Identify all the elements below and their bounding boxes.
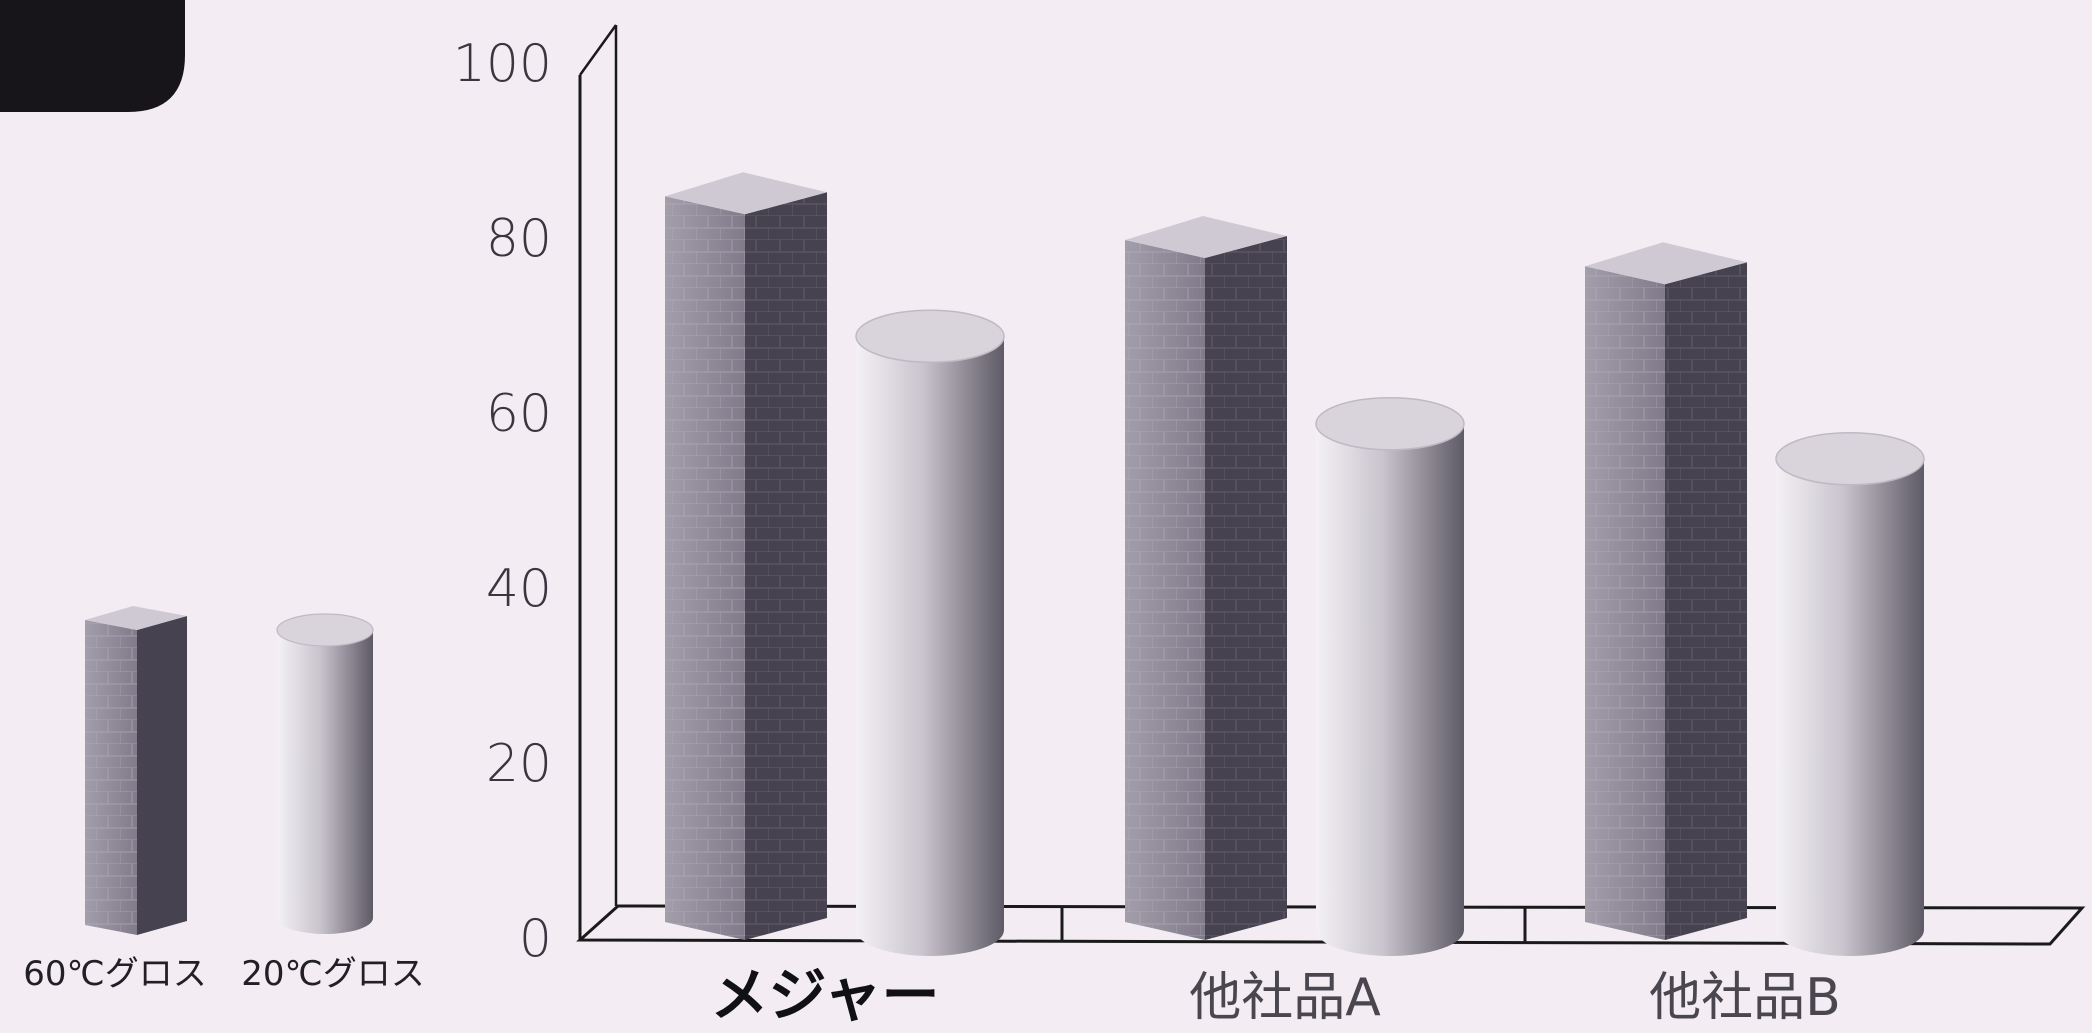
category-label: 他社品B — [1649, 968, 1841, 1028]
box-top-face — [1585, 242, 1747, 285]
cylinder-top — [1315, 397, 1465, 451]
bar-20-gloss — [855, 309, 1005, 956]
category-label: メジャー — [710, 961, 939, 1029]
y-tick-label: 80 — [486, 209, 552, 269]
legend-swatch-cylinder — [276, 613, 374, 934]
legend-box-top — [85, 606, 187, 630]
cylinder-body — [1776, 458, 1924, 956]
box-top-face — [665, 172, 827, 215]
legend: 60℃グロス 20℃グロス — [23, 606, 425, 994]
box-front-texture — [1585, 266, 1665, 940]
bar-20-gloss — [1775, 432, 1925, 956]
box-front-texture — [665, 196, 745, 940]
cylinder-top — [855, 309, 1005, 363]
y-axis-top — [578, 24, 618, 76]
y-axis-ticks: 0 20 40 60 80 100 — [453, 34, 552, 969]
bars-group — [665, 172, 1925, 956]
y-tick-label: 100 — [453, 34, 552, 94]
bar-20-gloss — [1315, 397, 1465, 956]
floor-outline — [576, 904, 2086, 946]
y-tick-label: 0 — [519, 909, 552, 969]
category-label: 他社品A — [1189, 968, 1381, 1028]
box-side-texture — [1665, 262, 1747, 940]
y-tick-label: 60 — [486, 384, 552, 444]
bar-60-gloss — [1585, 242, 1747, 940]
y-tick-label: 20 — [486, 734, 552, 794]
box-front-texture — [1125, 240, 1205, 940]
y-tick-label: 40 — [486, 559, 552, 619]
axis-frame — [576, 24, 2086, 946]
bar-60-gloss — [665, 172, 827, 940]
cylinder-body — [856, 336, 1004, 956]
cylinder-top — [1775, 432, 1925, 486]
legend-cylinder-top — [276, 613, 374, 647]
legend-label-60: 60℃グロス — [23, 954, 206, 994]
legend-cylinder-body — [277, 630, 373, 934]
bar-60-gloss — [1125, 216, 1287, 940]
legend-swatch-box — [85, 606, 187, 935]
category-labels: メジャー 他社品A 他社品B — [710, 961, 1840, 1029]
box-side-texture — [1205, 236, 1287, 940]
legend-box-texture — [85, 620, 137, 935]
box-side-texture — [745, 192, 827, 940]
legend-box-side — [137, 616, 187, 935]
legend-label-20: 20℃グロス — [241, 954, 424, 994]
box-top-face — [1125, 216, 1287, 258]
corner-tab — [0, 0, 185, 112]
cylinder-body — [1316, 423, 1464, 956]
